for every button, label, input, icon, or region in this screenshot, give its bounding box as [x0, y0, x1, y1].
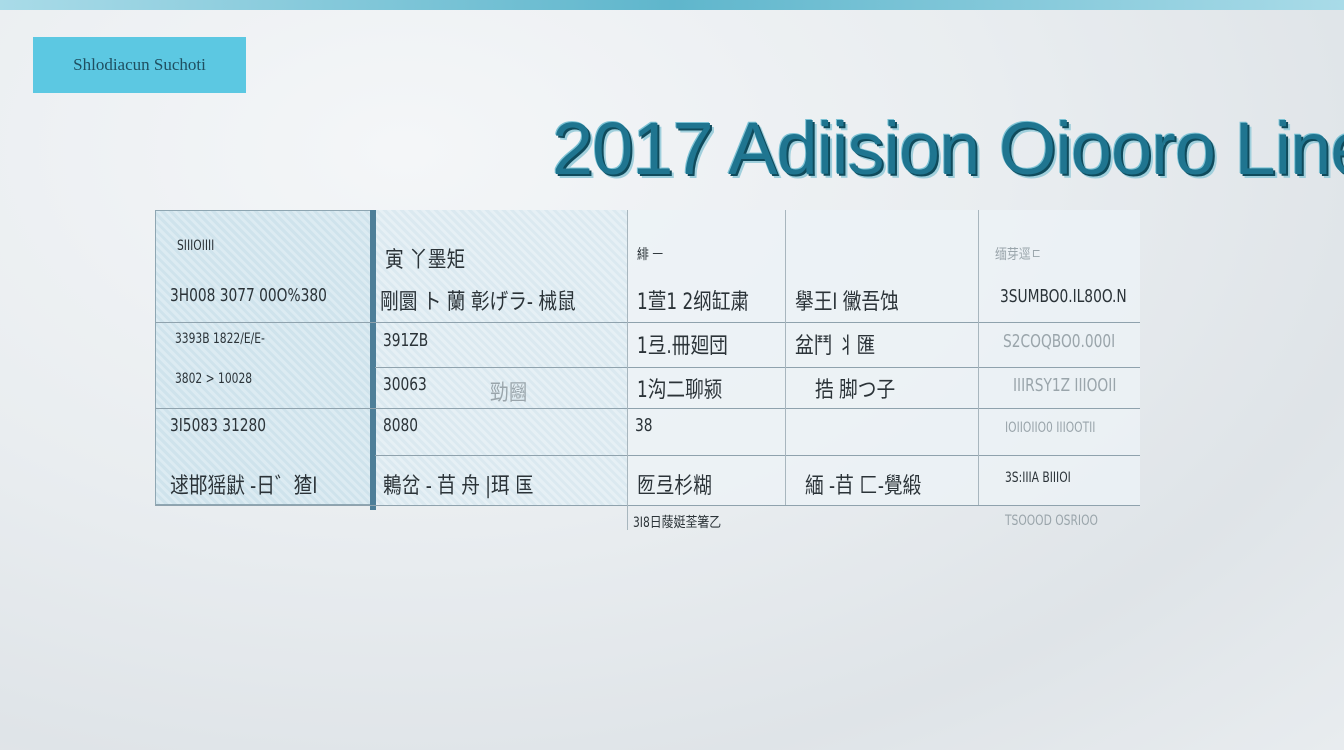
col-line: [785, 210, 786, 505]
table-cell: S2COQBO0.000I: [1003, 331, 1116, 352]
table-cell: 勁圝: [490, 381, 528, 406]
table-cell: 3SUMBO0.IL80O.N: [1000, 286, 1127, 307]
table-cell: 擧王I 黴吾蚀: [795, 290, 899, 315]
table-cell: 1沟二聊颍: [637, 378, 723, 403]
row-line: [155, 505, 1140, 506]
table-cell: 3H008 3077 00O%380: [170, 285, 327, 306]
row-line: [155, 322, 1140, 323]
footer-cell: 3I8日䔖娗荃箸乙: [633, 515, 722, 531]
table-cell: IOIIOIIO0 IIIOOTII: [1005, 420, 1096, 436]
table-cell: 38: [635, 415, 653, 436]
col-line: [627, 210, 628, 530]
left-column: [155, 210, 372, 505]
header-cell: 缅芽逕ㄷ: [995, 247, 1042, 263]
table-cell: 3S:IIIA BIIIOI: [1005, 470, 1071, 486]
table-cell: 30063: [383, 374, 427, 395]
header-cell: 寅 丫墨矩: [385, 248, 466, 273]
table-cell: 8080: [383, 415, 419, 436]
row-line: [155, 408, 1140, 409]
top-accent-bar: [0, 0, 1344, 10]
table-cell: 緬 -䒤 ⼕-覺緞: [805, 474, 922, 499]
table-cell: 匢弖杉糊: [637, 474, 712, 499]
table-cell: 剛圜 ト 蘭 彰げラ- 械鼠: [380, 290, 576, 315]
row-line: [375, 367, 1140, 368]
table-cell: 1萱1 2纲缸粛: [637, 290, 750, 315]
table-cell: IIIRSY1Z IIIOOII: [1013, 375, 1117, 396]
column-divider: [370, 210, 376, 510]
admission-table: SIIIOIIII 寅 丫墨矩 緋 ㅡ 缅芽逕ㄷ 3H008 3077 00O%…: [155, 210, 1140, 531]
col-line: [978, 210, 979, 505]
page-title: 2017 Adiision Oiooro Lines: [552, 107, 1344, 190]
badge-label: Shlodiacun Suchoti: [73, 55, 206, 74]
table-cell: 逑邯猺鼣 -日゛猹I: [170, 474, 318, 499]
table-cell: 3393B 1822/E/E-: [175, 331, 265, 347]
school-badge: Shlodiacun Suchoti: [33, 37, 246, 93]
table-cell: 3I5083 31280: [170, 415, 266, 436]
header-cell: SIIIOIIII: [177, 238, 215, 254]
table-cell: 1弖.冊廻団: [637, 334, 728, 359]
table-cell: 盆鬥 丬匯: [795, 334, 876, 359]
table-cell: 鶇岔 - 䒤 舟 |珥 匤: [383, 474, 534, 499]
footer-cell: TSOOOD OSRIOO: [1005, 513, 1098, 529]
row-line: [375, 455, 1140, 456]
table-cell: 捁 脚つ子: [815, 378, 896, 403]
table-cell: 3802 > 10028: [175, 371, 253, 387]
header-cell: 緋 ㅡ: [637, 247, 664, 263]
table-cell: 391ZB: [383, 330, 429, 351]
